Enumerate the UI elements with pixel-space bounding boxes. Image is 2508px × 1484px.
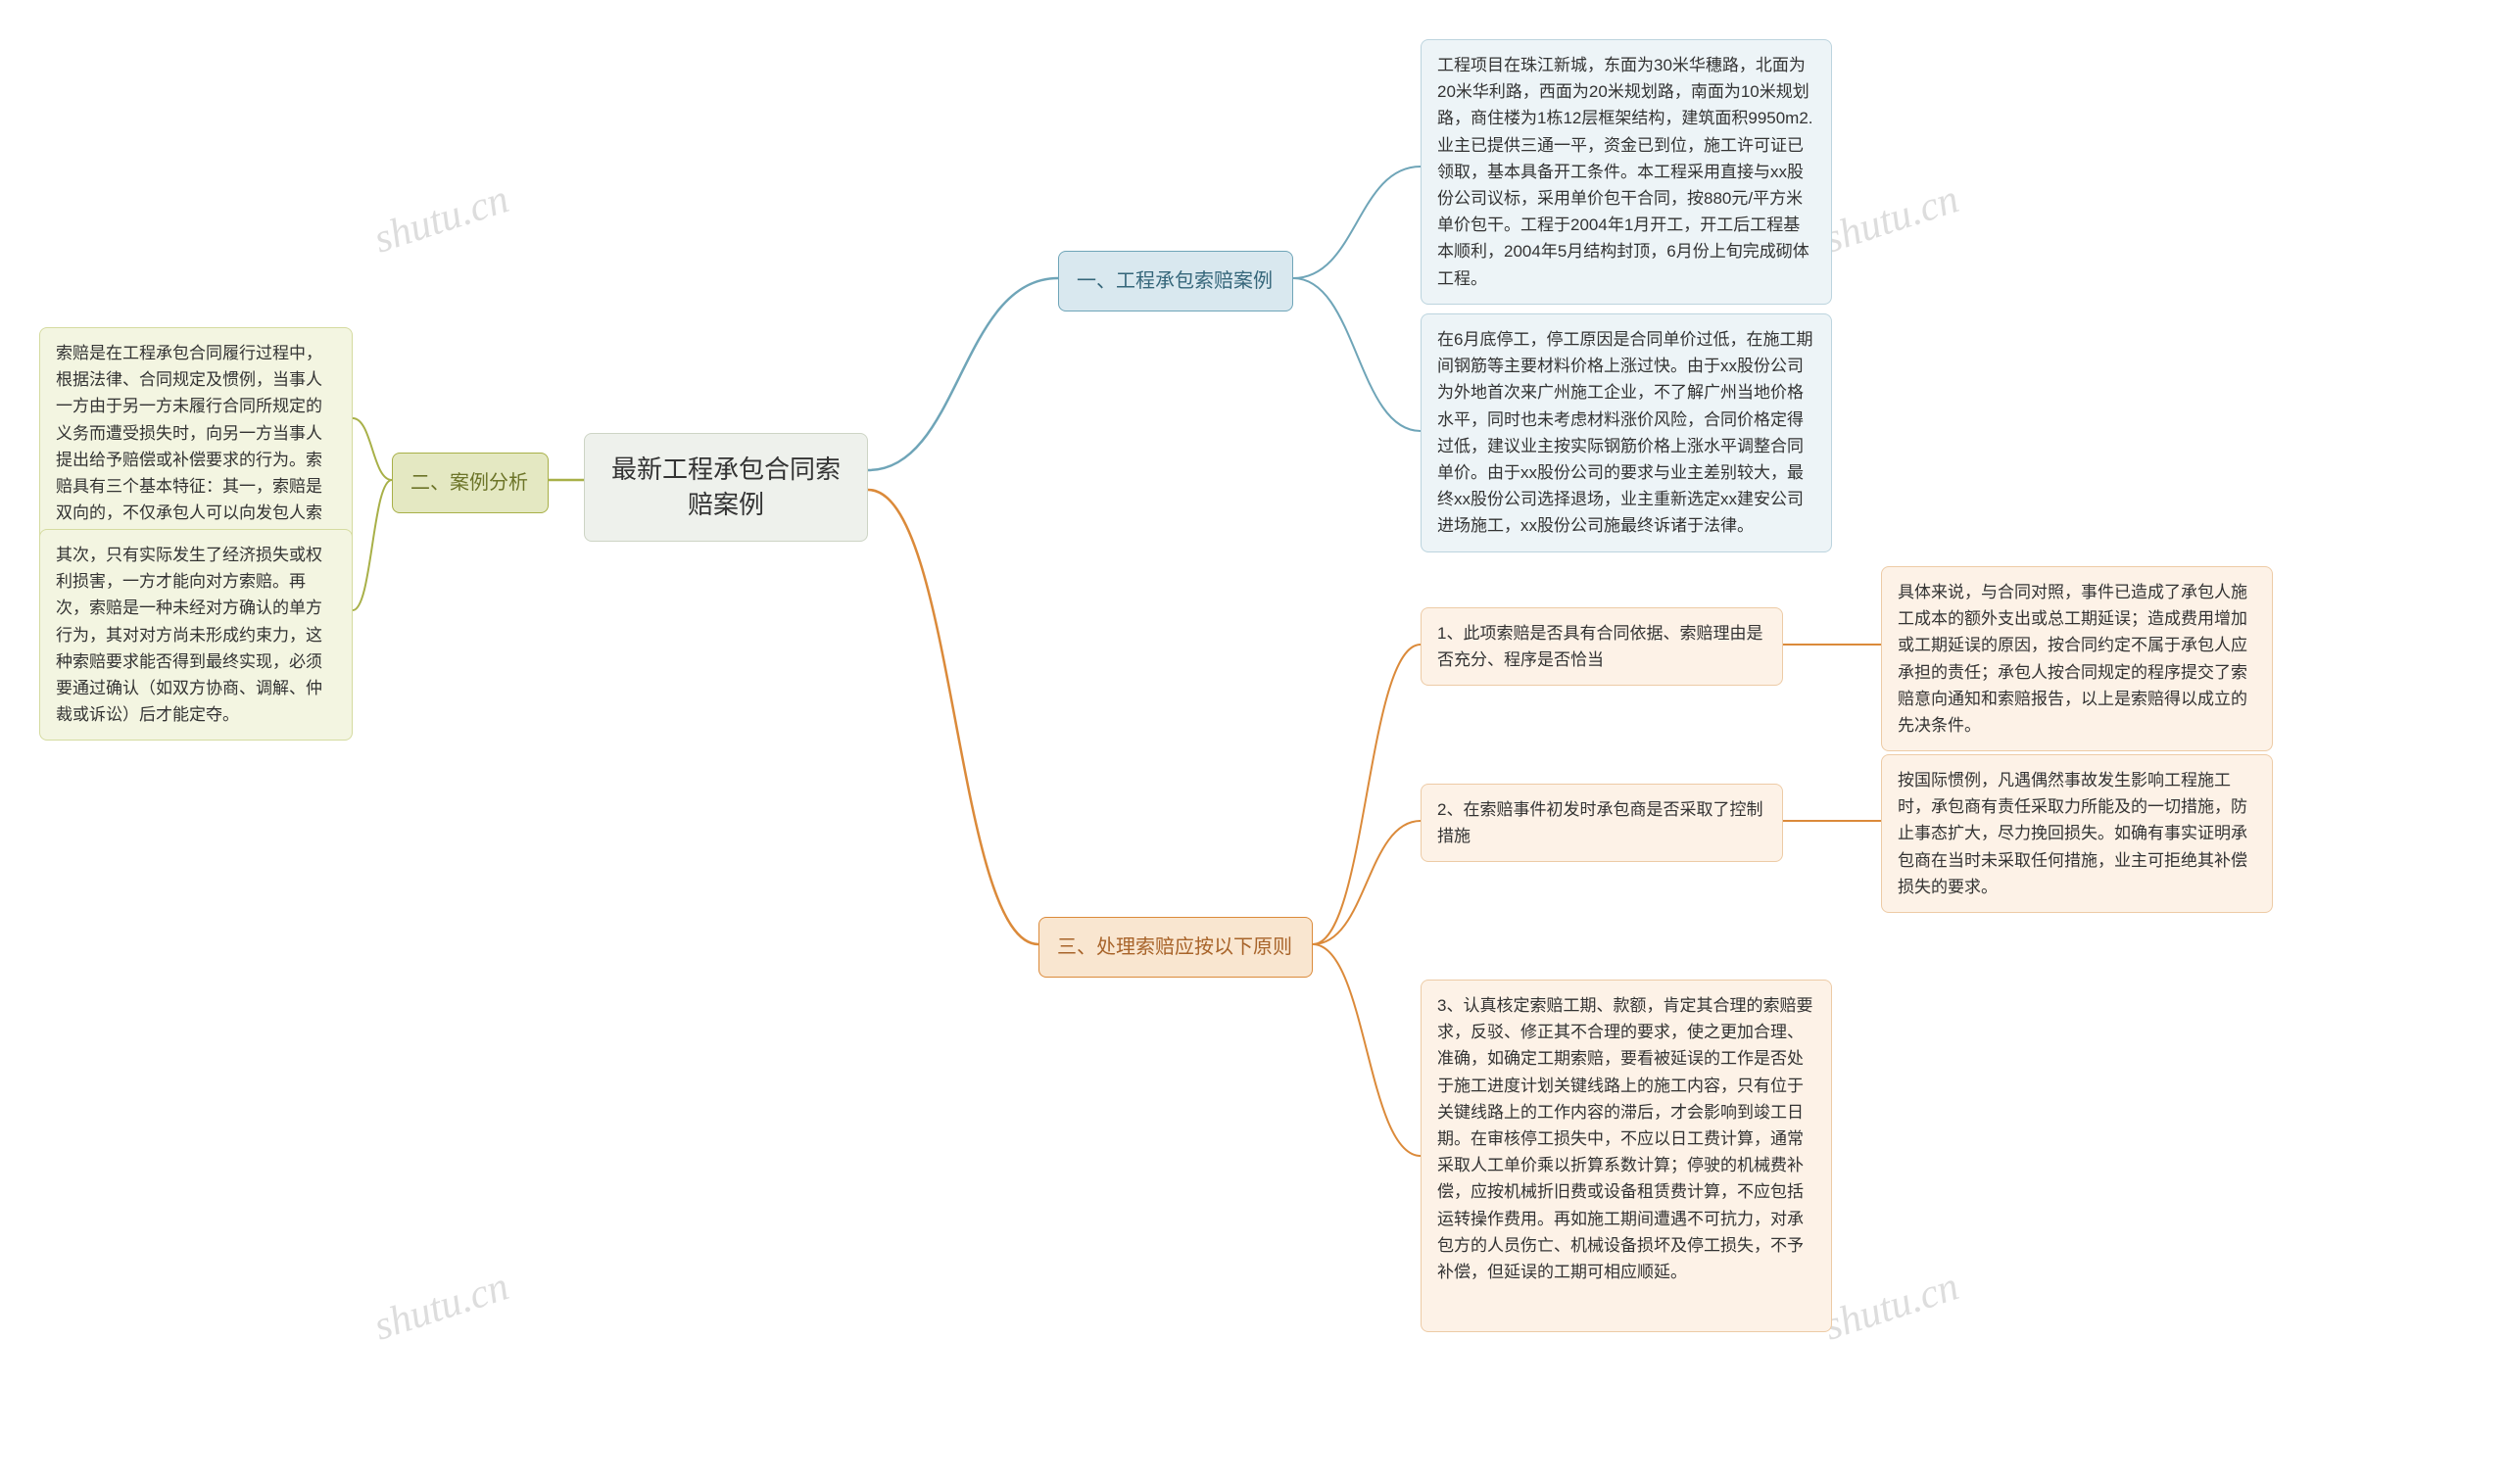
branch-1-leaf-2-text: 在6月底停工，停工原因是合同单价过低，在施工期间钢筋等主要材料价格上涨过快。由于…	[1437, 330, 1812, 535]
branch-1[interactable]: 一、工程承包索赔案例	[1058, 251, 1293, 311]
branch-3-child-1[interactable]: 1、此项索赔是否具有合同依据、索赔理由是否充分、程序是否恰当	[1421, 607, 1783, 686]
edge-b3-c1	[1313, 645, 1421, 944]
branch-2[interactable]: 二、案例分析	[392, 453, 549, 513]
branch-3-child-1-leaf-text: 具体来说，与合同对照，事件已造成了承包人施工成本的额外支出或总工期延误；造成费用…	[1898, 583, 2247, 735]
branch-1-leaf-2[interactable]: 在6月底停工，停工原因是合同单价过低，在施工期间钢筋等主要材料价格上涨过快。由于…	[1421, 313, 1832, 552]
watermark-1: shutu.cn	[368, 175, 514, 263]
branch-3-child-2-text: 2、在索赔事件初发时承包商是否采取了控制措施	[1437, 800, 1762, 845]
branch-1-leaf-1[interactable]: 工程项目在珠江新城，东面为30米华穗路，北面为20米华利路，西面为20米规划路，…	[1421, 39, 1832, 305]
branch-3-child-1-text: 1、此项索赔是否具有合同依据、索赔理由是否充分、程序是否恰当	[1437, 624, 1762, 669]
edge-b2-l1	[353, 418, 392, 480]
edge-root-b3	[868, 490, 1038, 944]
branch-2-label: 二、案例分析	[410, 472, 528, 494]
root-node[interactable]: 最新工程承包合同索赔案例	[584, 433, 868, 542]
branch-3-child-3-text: 3、认真核定索赔工期、款额，肯定其合理的索赔要求，反驳、修正其不合理的要求，使之…	[1437, 996, 1812, 1281]
branch-3-child-3[interactable]: 3、认真核定索赔工期、款额，肯定其合理的索赔要求，反驳、修正其不合理的要求，使之…	[1421, 980, 1832, 1332]
edge-b1-l1	[1293, 167, 1421, 278]
branch-2-leaf-2-text: 其次，只有实际发生了经济损失或权利损害，一方才能向对方索赔。再次，索赔是一种未经…	[56, 546, 322, 724]
branch-3[interactable]: 三、处理索赔应按以下原则	[1038, 917, 1313, 978]
root-label: 最新工程承包合同索赔案例	[611, 455, 841, 519]
branch-3-label: 三、处理索赔应按以下原则	[1057, 936, 1292, 958]
branch-1-leaf-1-text: 工程项目在珠江新城，东面为30米华穗路，北面为20米华利路，西面为20米规划路，…	[1437, 56, 1813, 288]
watermark-3: shutu.cn	[368, 1263, 514, 1350]
branch-3-child-1-leaf[interactable]: 具体来说，与合同对照，事件已造成了承包人施工成本的额外支出或总工期延误；造成费用…	[1881, 566, 2273, 751]
branch-3-child-2-leaf-text: 按国际惯例，凡遇偶然事故发生影响工程施工时，承包商有责任采取力所能及的一切措施，…	[1898, 771, 2247, 896]
branch-2-leaf-2[interactable]: 其次，只有实际发生了经济损失或权利损害，一方才能向对方索赔。再次，索赔是一种未经…	[39, 529, 353, 741]
edge-b3-c2	[1313, 821, 1421, 944]
edge-b3-c3	[1313, 944, 1421, 1156]
watermark-4: shutu.cn	[1818, 1263, 1964, 1350]
branch-3-child-2-leaf[interactable]: 按国际惯例，凡遇偶然事故发生影响工程施工时，承包商有责任采取力所能及的一切措施，…	[1881, 754, 2273, 913]
edge-b1-l2	[1293, 278, 1421, 431]
branch-3-child-2[interactable]: 2、在索赔事件初发时承包商是否采取了控制措施	[1421, 784, 1783, 862]
edge-b2-l2	[353, 480, 392, 610]
edge-root-b1	[868, 278, 1058, 470]
branch-1-label: 一、工程承包索赔案例	[1077, 270, 1273, 292]
watermark-2: shutu.cn	[1818, 175, 1964, 263]
